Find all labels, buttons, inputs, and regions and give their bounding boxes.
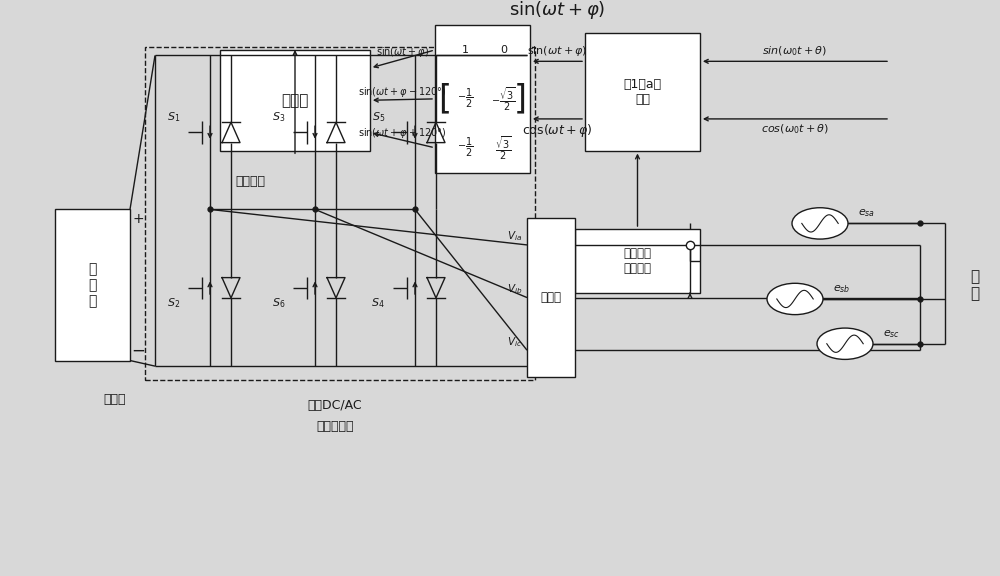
Text: $\sin(\omega t+\varphi)$: $\sin(\omega t+\varphi)$: [509, 0, 606, 21]
Bar: [585, 33, 700, 151]
Text: $S_3$: $S_3$: [272, 110, 285, 124]
Text: $\dfrac{\sqrt{3}}{2}$: $\dfrac{\sqrt{3}}{2}$: [495, 134, 512, 162]
Text: 0: 0: [500, 45, 507, 55]
Text: 采样电网
单相电压: 采样电网 单相电压: [624, 247, 652, 275]
Text: $cos(\omega_0 t+\theta)$: $cos(\omega_0 t+\theta)$: [761, 122, 829, 136]
Bar: [575, 229, 700, 293]
Text: $S_4$: $S_4$: [371, 297, 385, 310]
Circle shape: [767, 283, 823, 314]
Text: 滤波器: 滤波器: [540, 291, 562, 304]
Circle shape: [792, 208, 848, 239]
Text: $\cos(\omega t+\varphi)$: $\cos(\omega t+\varphi)$: [522, 122, 593, 139]
Text: $S_2$: $S_2$: [167, 297, 180, 310]
Text: ]: ]: [514, 82, 527, 115]
Text: 驱动信号: 驱动信号: [235, 175, 265, 188]
Text: $V_{ic}$: $V_{ic}$: [507, 335, 522, 348]
Text: 电
网: 电 网: [970, 269, 980, 301]
Text: 1: 1: [462, 45, 469, 55]
Bar: [55, 210, 130, 361]
Text: 直
流
源: 直 流 源: [88, 262, 97, 308]
Text: [: [: [438, 82, 451, 115]
Text: $-\dfrac{\sqrt{3}}{2}$: $-\dfrac{\sqrt{3}}{2}$: [491, 85, 516, 113]
Text: $e_{sb}$: $e_{sb}$: [833, 283, 850, 295]
Text: 图1（a）
运算: 图1（a） 运算: [623, 78, 662, 106]
Bar: [145, 47, 535, 380]
Text: $S_6$: $S_6$: [272, 297, 285, 310]
Text: $V_{ia}$: $V_{ia}$: [507, 230, 522, 244]
Text: $\sin(\omega t+\varphi)$: $\sin(\omega t+\varphi)$: [376, 45, 429, 59]
Text: 控制器: 控制器: [281, 93, 309, 108]
Text: $\sin(\omega t+\varphi+120°)$: $\sin(\omega t+\varphi+120°)$: [358, 126, 447, 140]
Text: $e_{sa}$: $e_{sa}$: [858, 207, 875, 219]
Text: 并网逆变器: 并网逆变器: [316, 419, 354, 433]
Text: $S_5$: $S_5$: [372, 110, 385, 124]
Text: $sin(\omega_0 t+\theta)$: $sin(\omega_0 t+\theta)$: [762, 44, 828, 58]
Text: +: +: [132, 213, 144, 226]
Text: $V_{ib}$: $V_{ib}$: [507, 282, 522, 296]
Circle shape: [817, 328, 873, 359]
Text: $\sin(\omega t+\varphi)$: $\sin(\omega t+\varphi)$: [527, 44, 588, 58]
Text: $-\dfrac{1}{2}$: $-\dfrac{1}{2}$: [457, 137, 474, 160]
Text: $S_1$: $S_1$: [167, 110, 180, 124]
Text: 直流链: 直流链: [104, 393, 126, 406]
Text: 三相DC/AC: 三相DC/AC: [308, 399, 362, 412]
Bar: [527, 218, 575, 377]
Text: −: −: [131, 342, 145, 359]
Text: $-\dfrac{1}{2}$: $-\dfrac{1}{2}$: [457, 88, 474, 111]
Bar: [435, 25, 530, 173]
Bar: [220, 50, 370, 151]
Text: $\sin(\omega t+\varphi-120°)$: $\sin(\omega t+\varphi-120°)$: [358, 85, 447, 99]
Text: $e_{sc}$: $e_{sc}$: [883, 328, 900, 340]
